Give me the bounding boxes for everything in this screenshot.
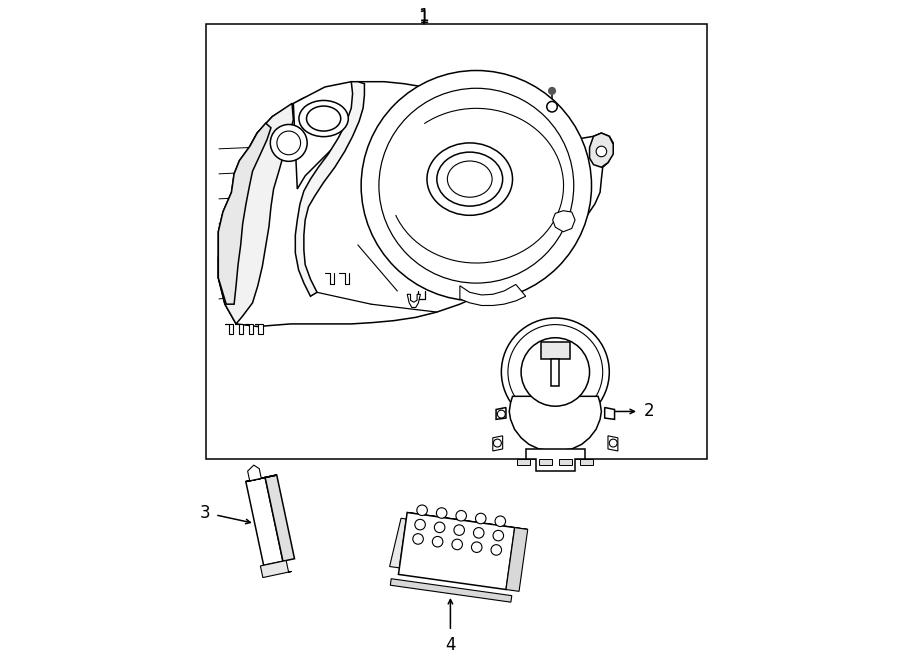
Circle shape [456, 510, 466, 521]
Polygon shape [390, 518, 406, 568]
Circle shape [495, 516, 506, 527]
Polygon shape [219, 103, 293, 324]
Circle shape [277, 131, 301, 155]
Text: 1: 1 [418, 7, 429, 25]
Polygon shape [399, 512, 515, 590]
Circle shape [270, 124, 307, 161]
Polygon shape [460, 284, 526, 305]
Text: 1: 1 [418, 9, 429, 27]
Circle shape [452, 539, 463, 550]
Ellipse shape [299, 100, 348, 137]
Polygon shape [506, 527, 527, 592]
Polygon shape [255, 324, 263, 334]
Polygon shape [260, 561, 292, 578]
Polygon shape [407, 294, 420, 307]
Polygon shape [605, 408, 615, 419]
Polygon shape [507, 534, 519, 584]
Circle shape [436, 508, 447, 518]
Circle shape [475, 513, 486, 524]
Circle shape [521, 338, 590, 407]
Polygon shape [553, 211, 575, 232]
Circle shape [473, 527, 484, 538]
Text: 4: 4 [446, 636, 455, 654]
Polygon shape [245, 324, 253, 334]
Circle shape [435, 522, 445, 533]
Circle shape [379, 89, 573, 283]
Circle shape [508, 325, 603, 419]
Circle shape [501, 318, 609, 426]
Polygon shape [493, 436, 503, 451]
Circle shape [432, 537, 443, 547]
Circle shape [415, 520, 426, 530]
Polygon shape [246, 475, 276, 482]
Polygon shape [391, 579, 512, 602]
Bar [206, 24, 706, 459]
Ellipse shape [427, 143, 512, 215]
Circle shape [417, 505, 428, 516]
Circle shape [493, 439, 501, 447]
Polygon shape [496, 408, 506, 419]
Circle shape [454, 525, 464, 535]
Ellipse shape [436, 152, 503, 206]
Polygon shape [559, 459, 572, 465]
Polygon shape [248, 465, 261, 481]
Circle shape [413, 533, 423, 544]
Polygon shape [293, 82, 358, 189]
Circle shape [491, 545, 501, 555]
Text: 3: 3 [200, 504, 211, 522]
Polygon shape [580, 459, 593, 465]
Ellipse shape [307, 106, 341, 131]
Ellipse shape [447, 161, 492, 197]
Polygon shape [526, 449, 585, 471]
Polygon shape [539, 459, 552, 465]
Polygon shape [246, 477, 283, 565]
Polygon shape [266, 475, 294, 561]
Circle shape [361, 71, 591, 301]
Polygon shape [235, 324, 243, 334]
Polygon shape [590, 133, 613, 167]
Polygon shape [518, 459, 530, 465]
Polygon shape [407, 512, 527, 529]
Circle shape [493, 530, 504, 541]
Polygon shape [219, 123, 271, 304]
Polygon shape [219, 82, 613, 327]
Polygon shape [608, 436, 617, 451]
Polygon shape [509, 397, 601, 451]
Polygon shape [295, 82, 364, 296]
Polygon shape [541, 342, 570, 359]
Circle shape [609, 439, 617, 447]
Circle shape [596, 146, 607, 157]
Circle shape [547, 101, 557, 112]
Circle shape [498, 410, 505, 418]
Text: 2: 2 [644, 403, 654, 420]
Polygon shape [552, 359, 559, 387]
Circle shape [549, 88, 555, 95]
Polygon shape [225, 324, 233, 334]
Circle shape [472, 542, 482, 553]
